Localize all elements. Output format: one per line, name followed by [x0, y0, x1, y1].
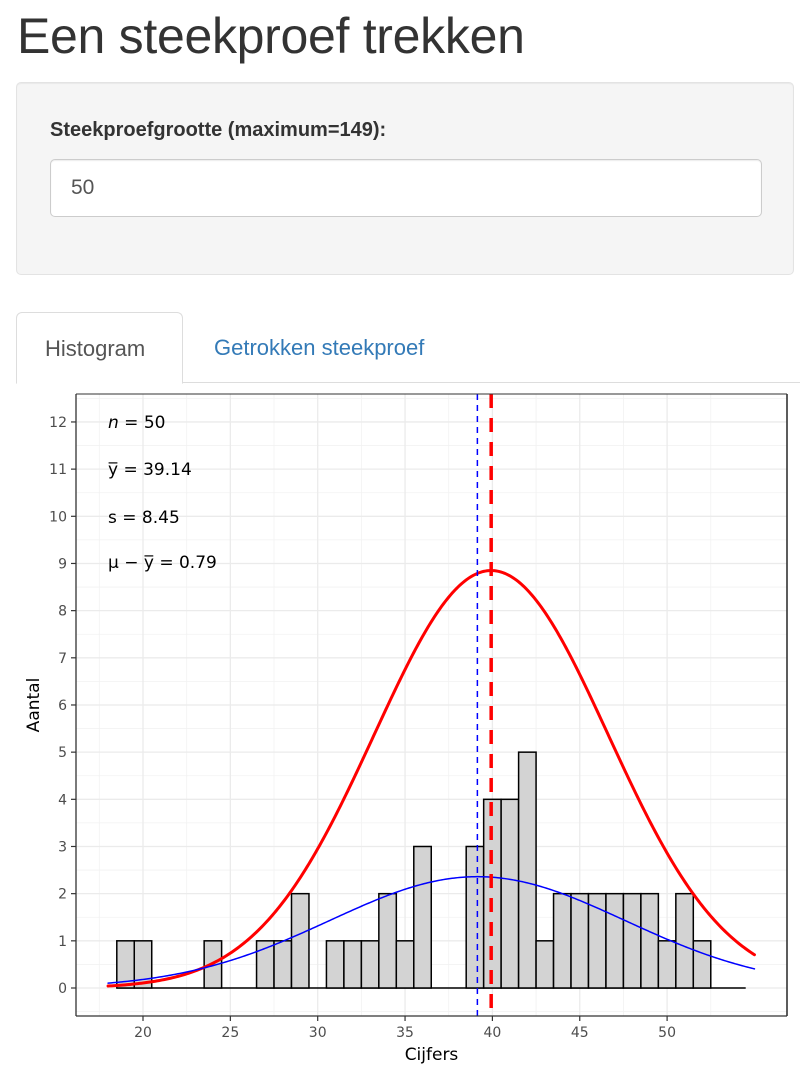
stat-annotations: n = 50 y̅ = 39.14 s = 8.45 μ − y̅ = 0.79 — [108, 413, 217, 573]
mean-lines — [476, 394, 493, 1016]
tab-bar: Histogram Getrokken steekproef — [16, 312, 800, 384]
x-axis-title: Cijfers — [405, 1045, 459, 1065]
histogram-bar — [133, 940, 153, 989]
y-tick-label: 12 — [49, 415, 67, 431]
histogram-bar — [517, 751, 537, 989]
sample-size-input[interactable] — [50, 159, 762, 217]
page-title: Een steekproef trekken — [17, 8, 525, 64]
y-axis-title: Aantal — [24, 678, 44, 733]
x-tick-label: 30 — [309, 1025, 327, 1041]
histogram-bar — [290, 892, 310, 989]
histogram-bar — [360, 940, 380, 989]
histogram-bar — [605, 892, 625, 989]
histogram-bar — [657, 940, 677, 989]
x-tick-label: 40 — [483, 1025, 501, 1041]
histogram-bar — [675, 892, 695, 989]
x-tick-label: 25 — [221, 1025, 239, 1041]
histogram-bar — [273, 940, 293, 989]
histogram-bar — [570, 892, 590, 989]
histogram-bar — [325, 940, 345, 989]
sample-size-label: Steekproefgrootte (maximum=149): — [50, 119, 387, 141]
histogram-bar — [535, 940, 555, 989]
histogram-bar — [552, 892, 572, 989]
y-tick-label: 0 — [58, 981, 67, 997]
sample-density-curve — [107, 875, 756, 984]
y-tick-label: 11 — [49, 462, 67, 478]
y-tick-label: 6 — [58, 698, 67, 714]
population-density-curve — [106, 569, 756, 988]
stat-annotation: s = 8.45 — [108, 508, 180, 528]
y-tick-label: 5 — [58, 745, 67, 761]
histogram-bar — [465, 845, 485, 989]
histogram-bar — [395, 940, 415, 989]
histogram-bar — [413, 845, 433, 989]
y-tick-label: 1 — [58, 934, 67, 950]
y-tick-label: 3 — [58, 839, 67, 855]
histogram-bar — [640, 892, 660, 989]
histogram-bar — [692, 940, 712, 989]
histogram-bar — [622, 892, 642, 989]
y-tick-label: 2 — [58, 887, 67, 903]
y-tick-label: 10 — [49, 509, 67, 525]
histogram-bars — [116, 751, 746, 989]
y-tick-label: 8 — [58, 604, 67, 620]
x-tick-label: 35 — [396, 1025, 414, 1041]
y-tick-label: 9 — [58, 556, 67, 572]
tab-histogram[interactable]: Histogram — [16, 312, 183, 384]
stat-annotation: μ − y̅ = 0.79 — [108, 553, 217, 573]
x-tick-label: 20 — [134, 1025, 152, 1041]
x-tick-label: 45 — [571, 1025, 589, 1041]
histogram-plot: 0 1 2 3 4 5 6 7 8 9 10 11 12 20 25 30 35 40 45 50 Cijfers Aan… — [0, 384, 800, 1082]
sample-size-panel: Steekproefgrootte (maximum=149): — [16, 82, 794, 275]
x-tick-label: 50 — [658, 1025, 676, 1041]
histogram-bar — [378, 892, 398, 989]
y-tick-label: 7 — [58, 651, 67, 667]
tab-getrokken-steekproef[interactable]: Getrokken steekproef — [214, 335, 425, 360]
density-curves — [106, 569, 756, 988]
histogram-bar — [343, 940, 363, 989]
stat-annotation: n = 50 — [108, 413, 165, 433]
y-tick-label: 4 — [58, 792, 67, 808]
stat-annotation: y̅ = 39.14 — [108, 460, 192, 480]
histogram-bar — [500, 798, 520, 989]
